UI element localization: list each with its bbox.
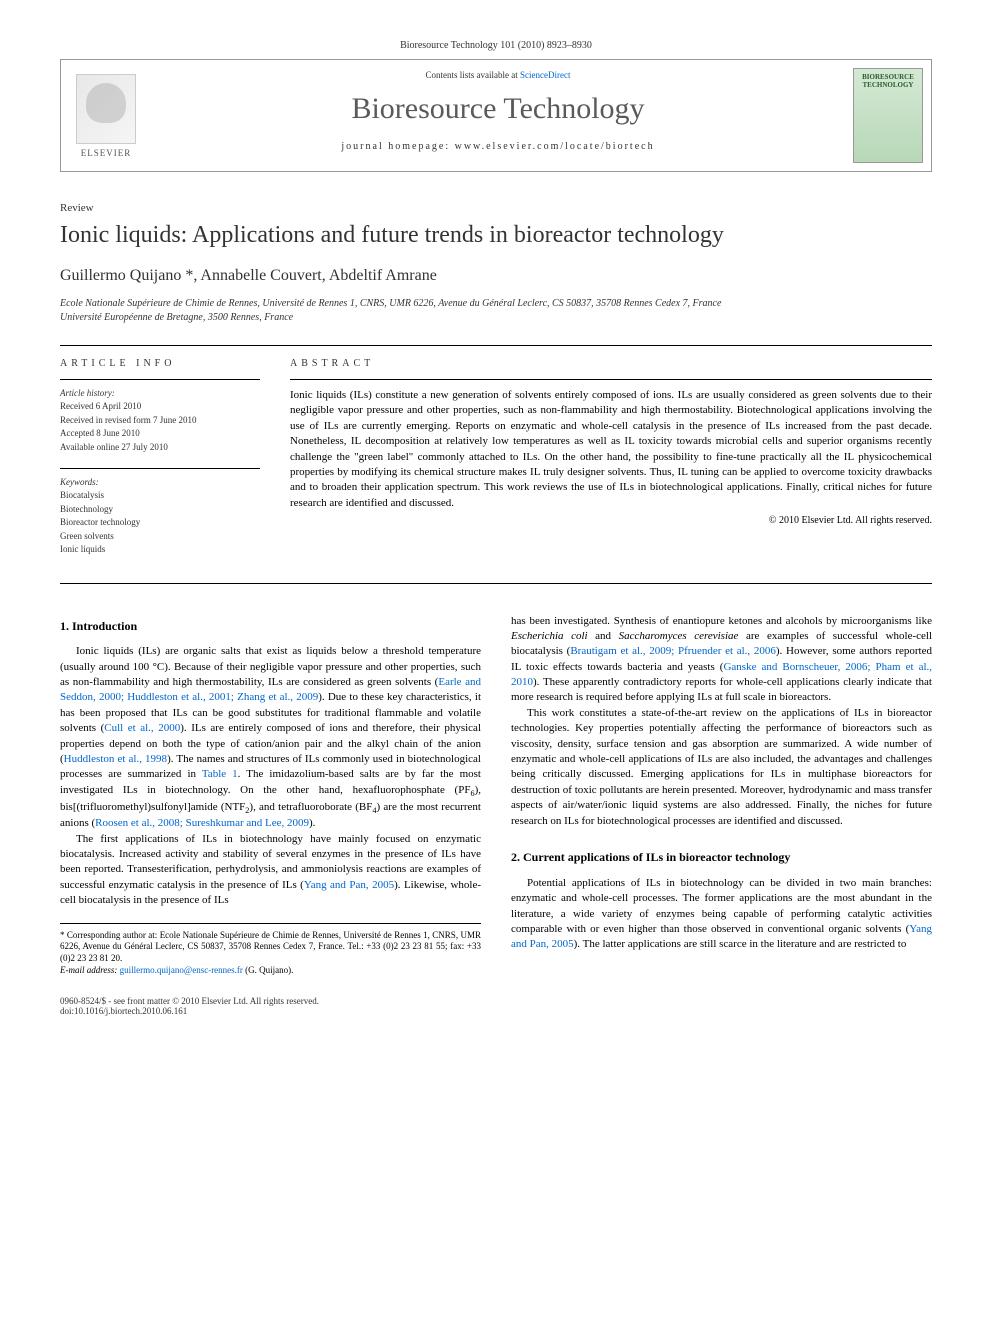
citation-header: Bioresource Technology 101 (2010) 8923–8… xyxy=(60,40,932,51)
contents-line: Contents lists available at ScienceDirec… xyxy=(161,70,835,80)
page-footer: 0960-8524/$ - see front matter © 2010 El… xyxy=(60,996,932,1016)
affiliations: Ecole Nationale Supérieure de Chimie de … xyxy=(60,297,932,325)
history-line-3: Available online 27 July 2010 xyxy=(60,441,260,455)
s1-paragraph-2b: has been investigated. Synthesis of enan… xyxy=(511,614,932,706)
abstract-divider xyxy=(290,379,932,380)
email-suffix: (G. Quijano). xyxy=(243,965,294,975)
species-name: Escherichia coli xyxy=(511,630,588,642)
authors-line: Guillermo Quijano *, Annabelle Couvert, … xyxy=(60,267,932,285)
article-type: Review xyxy=(60,202,932,214)
history-label: Article history: xyxy=(60,388,260,398)
article-info-column: ARTICLE INFO Article history: Received 6… xyxy=(60,358,260,571)
ref-link[interactable]: Roosen et al., 2008; Sureshkumar and Lee… xyxy=(95,817,309,829)
journal-homepage[interactable]: journal homepage: www.elsevier.com/locat… xyxy=(161,141,835,152)
journal-cover-thumbnail[interactable]: BIORESOURCE TECHNOLOGY xyxy=(853,68,923,163)
ref-link[interactable]: Cull et al., 2000 xyxy=(104,722,180,734)
species-name: Saccharomyces cerevisiae xyxy=(619,630,739,642)
section-1-heading: 1. Introduction xyxy=(60,618,481,635)
elsevier-logo[interactable]: ELSEVIER xyxy=(61,60,151,171)
journal-name: Bioresource Technology xyxy=(161,92,835,126)
history-line-0: Received 6 April 2010 xyxy=(60,400,260,414)
body-text: 1. Introduction Ionic liquids (ILs) are … xyxy=(60,614,932,977)
table-link[interactable]: Table 1 xyxy=(202,768,238,780)
abstract-text: Ionic liquids (ILs) constitute a new gen… xyxy=(290,388,932,511)
s1-paragraph-2a: The first applications of ILs in biotech… xyxy=(60,832,481,909)
doi-line: doi:10.1016/j.biortech.2010.06.161 xyxy=(60,1006,319,1016)
corresponding-author-footnote: * Corresponding author at: Ecole Nationa… xyxy=(60,923,481,977)
ref-link[interactable]: Huddleston et al., 1998 xyxy=(64,753,167,765)
article-title: Ionic liquids: Applications and future t… xyxy=(60,222,932,249)
publisher-name: ELSEVIER xyxy=(81,148,132,158)
elsevier-tree-icon xyxy=(76,74,136,144)
ref-link[interactable]: Brautigam et al., 2009; Pfruender et al.… xyxy=(570,645,776,657)
keyword-4: Ionic liquids xyxy=(60,543,260,557)
s2-paragraph-1: Potential applications of ILs in biotech… xyxy=(511,876,932,953)
keyword-3: Green solvents xyxy=(60,530,260,544)
page-container: Bioresource Technology 101 (2010) 8923–8… xyxy=(0,0,992,1056)
history-line-2: Accepted 8 June 2010 xyxy=(60,427,260,441)
keyword-2: Bioreactor technology xyxy=(60,516,260,530)
divider-top xyxy=(60,345,932,346)
footer-left: 0960-8524/$ - see front matter © 2010 El… xyxy=(60,996,319,1016)
footnote-corr: * Corresponding author at: Ecole Nationa… xyxy=(60,930,481,965)
ref-link[interactable]: Yang and Pan, 2005 xyxy=(304,879,394,891)
article-info-heading: ARTICLE INFO xyxy=(60,358,260,369)
keywords-label: Keywords: xyxy=(60,477,260,487)
keyword-0: Biocatalysis xyxy=(60,489,260,503)
section-2-heading: 2. Current applications of ILs in biorea… xyxy=(511,849,932,866)
cover-title: BIORESOURCE TECHNOLOGY xyxy=(858,73,918,89)
s1-paragraph-3: This work constitutes a state-of-the-art… xyxy=(511,706,932,829)
divider-bottom xyxy=(60,583,932,584)
email-link[interactable]: guillermo.quijano@ensc-rennes.fr xyxy=(120,965,243,975)
footnote-email-line: E-mail address: guillermo.quijano@ensc-r… xyxy=(60,965,481,977)
contents-prefix: Contents lists available at xyxy=(426,70,520,80)
keyword-1: Biotechnology xyxy=(60,503,260,517)
affiliation-1: Ecole Nationale Supérieure de Chimie de … xyxy=(60,297,932,311)
info-abstract-row: ARTICLE INFO Article history: Received 6… xyxy=(60,358,932,571)
abstract-column: ABSTRACT Ionic liquids (ILs) constitute … xyxy=(290,358,932,571)
article-history-block: Article history: Received 6 April 2010 R… xyxy=(60,388,260,454)
journal-banner: ELSEVIER Contents lists available at Sci… xyxy=(60,59,932,172)
issn-line: 0960-8524/$ - see front matter © 2010 El… xyxy=(60,996,319,1006)
abstract-copyright: © 2010 Elsevier Ltd. All rights reserved… xyxy=(290,515,932,526)
email-label: E-mail address: xyxy=(60,965,117,975)
info-divider-1 xyxy=(60,379,260,380)
s1-paragraph-1: Ionic liquids (ILs) are organic salts th… xyxy=(60,644,481,831)
sciencedirect-link[interactable]: ScienceDirect xyxy=(520,70,570,80)
keywords-block: Keywords: Biocatalysis Biotechnology Bio… xyxy=(60,477,260,557)
info-divider-2 xyxy=(60,468,260,469)
affiliation-2: Université Européenne de Bretagne, 3500 … xyxy=(60,311,932,325)
history-line-1: Received in revised form 7 June 2010 xyxy=(60,414,260,428)
abstract-heading: ABSTRACT xyxy=(290,358,932,369)
